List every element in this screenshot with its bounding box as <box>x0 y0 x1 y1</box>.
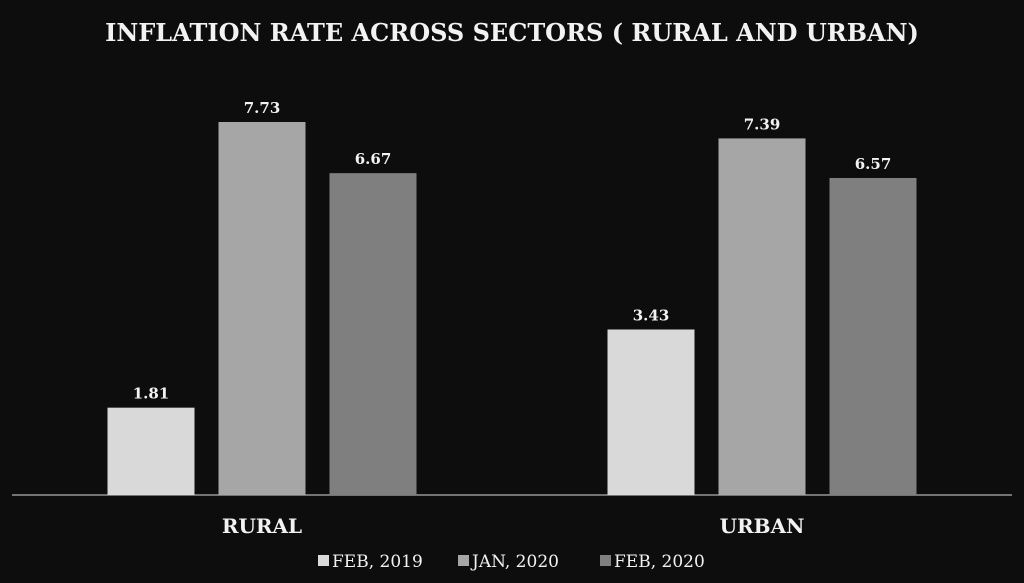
data-label: 6.67 <box>355 150 392 168</box>
bar <box>107 407 195 495</box>
data-label: 1.81 <box>133 385 170 403</box>
legend-swatch <box>600 555 611 566</box>
bar <box>218 122 306 495</box>
bar <box>607 329 695 495</box>
legend-swatch <box>318 555 329 566</box>
bar <box>329 173 417 495</box>
legend-swatch <box>458 555 469 566</box>
x-tick-label: URBAN <box>720 514 805 538</box>
legend-label: FEB, 2019 <box>332 552 423 572</box>
bar <box>829 177 917 495</box>
data-label: 6.57 <box>855 155 892 173</box>
data-label: 7.39 <box>744 115 781 133</box>
data-label: 3.43 <box>633 306 670 324</box>
legend-label: JAN, 2020 <box>470 552 559 572</box>
legend-label: FEB, 2020 <box>614 552 705 572</box>
data-label: 7.73 <box>244 99 281 117</box>
bar <box>718 138 806 496</box>
x-tick-label: RURAL <box>222 514 302 538</box>
chart-title: INFLATION RATE ACROSS SECTORS ( RURAL AN… <box>105 18 919 47</box>
